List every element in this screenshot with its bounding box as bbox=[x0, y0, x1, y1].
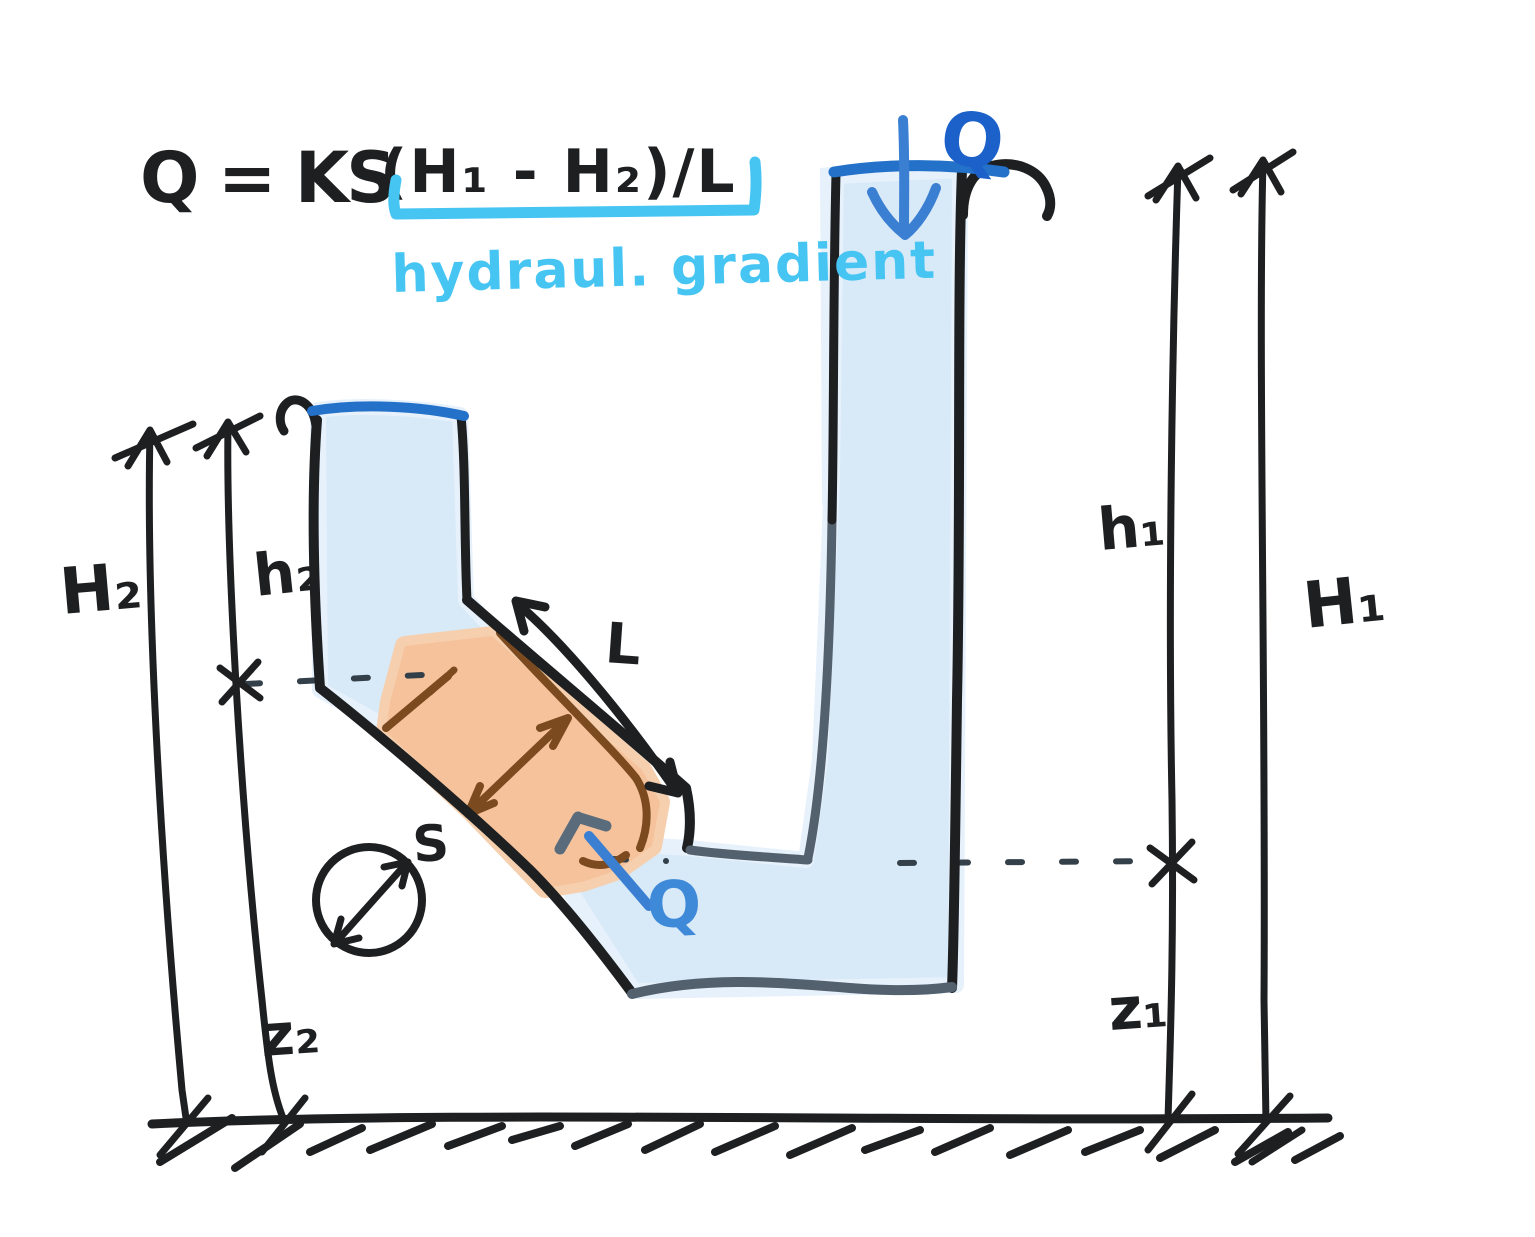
cross-section-symbol: S bbox=[312, 814, 451, 957]
left-water-surface bbox=[307, 401, 469, 421]
right-inner-wall-upper bbox=[827, 169, 841, 525]
sample-q-label: Q bbox=[645, 867, 703, 944]
left-inner-wall bbox=[456, 411, 472, 605]
sample-boundaries bbox=[382, 629, 651, 869]
h2-z2-line bbox=[224, 420, 287, 1122]
inflow-q-label: Q bbox=[936, 95, 1009, 188]
dimension-h2-z2: h₂ z₂ bbox=[192, 412, 324, 1156]
z2-label: z₂ bbox=[258, 998, 322, 1070]
sample-flow-shaft bbox=[584, 831, 654, 911]
H2-line bbox=[145, 428, 190, 1122]
ground-line bbox=[147, 1112, 1333, 1129]
H1-ticks bbox=[1229, 148, 1306, 1166]
passage-bottom-edge bbox=[627, 976, 957, 999]
right-water-surface bbox=[828, 160, 1010, 178]
ground bbox=[147, 1112, 1344, 1172]
formula-underbracket bbox=[388, 156, 762, 220]
h1-z1-line bbox=[1164, 164, 1182, 1124]
h1-label: h₁ bbox=[1095, 490, 1167, 564]
L-label: L bbox=[603, 611, 643, 678]
H2-ticks bbox=[111, 420, 212, 1159]
h2-z2-ticks bbox=[192, 412, 309, 1156]
H1-label: H₁ bbox=[1300, 562, 1389, 644]
tube-walls bbox=[275, 159, 1056, 999]
S-label: S bbox=[411, 814, 451, 874]
passage-top-edge bbox=[685, 845, 813, 865]
sample-inlet-tick bbox=[426, 666, 458, 696]
H2-label: H₂ bbox=[57, 549, 145, 630]
sample-long-edge bbox=[496, 629, 651, 852]
formula-annotation: hydraul. gradient bbox=[391, 231, 938, 305]
left-outer-wall bbox=[308, 415, 637, 998]
sample-width-arrow bbox=[464, 714, 572, 818]
sample-outlet-edge bbox=[579, 851, 630, 869]
formula-rhs: (H₁ - H₂)/L bbox=[380, 137, 737, 207]
water-surfaces bbox=[307, 160, 1010, 421]
dimension-h1-z1: h₁ z₁ bbox=[1095, 154, 1214, 1154]
formula-lhs: Q = KS bbox=[140, 137, 394, 219]
right-inner-wall-lower bbox=[803, 515, 837, 863]
right-level-dash bbox=[897, 858, 1165, 866]
L-arrow bbox=[511, 596, 683, 798]
left-level-dash bbox=[243, 670, 463, 687]
sample-flow-arrow-group: Q bbox=[554, 811, 703, 944]
dimension-H1: H₁ bbox=[1229, 148, 1389, 1166]
right-reservoir-lip bbox=[958, 159, 1056, 221]
sample-flow-arrowhead bbox=[554, 811, 612, 855]
inflow-arrow bbox=[867, 115, 941, 240]
section-circle bbox=[312, 843, 426, 957]
dimension-H2: H₂ bbox=[57, 420, 212, 1159]
inflow-arrow-group: Q bbox=[867, 95, 1009, 240]
h1-z1-ticks bbox=[1144, 154, 1214, 1154]
formula: Q = KS (H₁ - H₂)/L hydraul. gradient bbox=[140, 137, 938, 305]
H1-line bbox=[1257, 158, 1270, 1126]
dimension-L: L bbox=[511, 596, 683, 798]
h2-label: h₂ bbox=[250, 535, 323, 610]
right-outer-wall bbox=[947, 165, 967, 993]
z1-label: z₁ bbox=[1106, 972, 1170, 1044]
section-diameter-arrow bbox=[330, 858, 412, 948]
